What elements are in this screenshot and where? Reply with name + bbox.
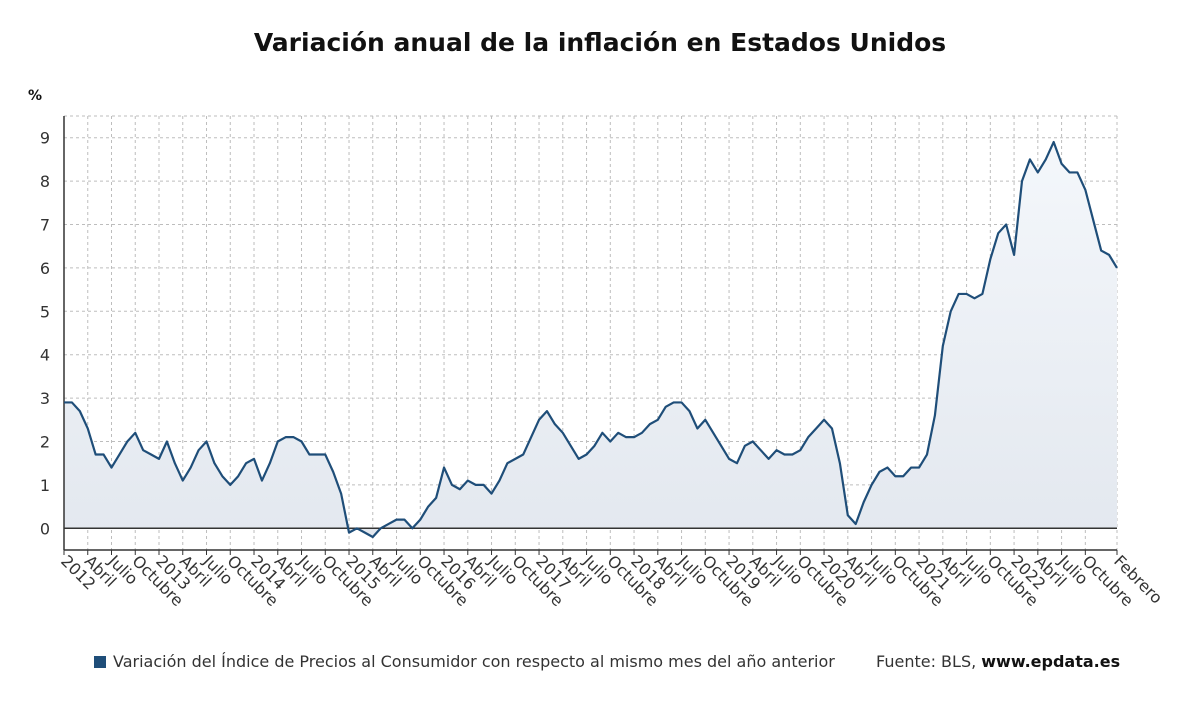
- y-tick-label: 1: [40, 476, 50, 495]
- legend-label: Variación del Índice de Precios al Consu…: [113, 652, 835, 671]
- axis-layer: [63, 116, 1118, 555]
- y-tick-label: 8: [40, 172, 50, 191]
- y-tick-label: 5: [40, 302, 50, 321]
- legend-swatch: [94, 655, 106, 668]
- y-axis-unit-label: %: [28, 88, 42, 104]
- x-tick-labels: 2012AbrilJulioOctubre2013AbrilJulioOctub…: [57, 551, 1166, 610]
- chart-title: Variación anual de la inflación en Estad…: [253, 28, 947, 57]
- area-fill-layer: [64, 142, 1117, 537]
- y-tick-label: 0: [40, 519, 50, 538]
- series-area: [64, 142, 1117, 537]
- y-tick-label: 3: [40, 389, 50, 408]
- series-line-layer: [64, 140, 1118, 539]
- legend: Variación del Índice de Precios al Consu…: [94, 652, 835, 671]
- series-line: [64, 140, 1118, 539]
- y-tick-label: 6: [40, 259, 50, 278]
- source-prefix: Fuente: BLS,: [876, 652, 982, 671]
- source-site: www.epdata.es: [981, 652, 1121, 671]
- y-tick-labels: 0 1 2 3 4 5 6 7 8 9: [40, 129, 50, 539]
- y-tick-label: 9: [40, 129, 50, 148]
- y-tick-label: 2: [40, 433, 50, 452]
- y-tick-label: 4: [40, 346, 50, 365]
- y-tick-label: 7: [40, 216, 50, 235]
- source-credit: Fuente: BLS, www.epdata.es: [876, 652, 1120, 671]
